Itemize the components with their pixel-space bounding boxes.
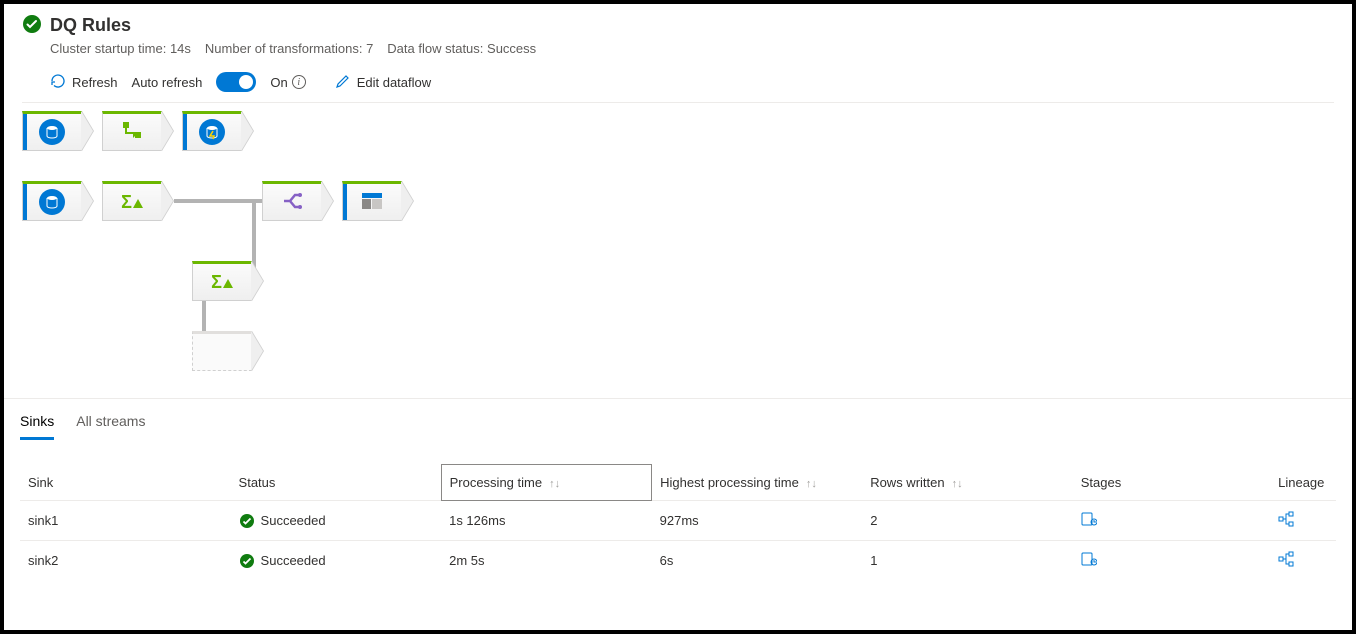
sinks-table: Sink Status Processing time ↑↓ Highest p…	[4, 440, 1352, 580]
table-row: sink1 Succeeded 1s 126ms 927ms 2	[20, 501, 1336, 541]
sigma-icon: Σ	[211, 272, 233, 293]
stages-icon[interactable]	[1081, 555, 1097, 570]
pencil-icon	[335, 73, 351, 92]
cell-ptime: 1s 126ms	[441, 501, 652, 541]
cell-htime: 6s	[652, 541, 863, 581]
auto-refresh-label: Auto refresh	[132, 75, 203, 90]
flow-node-aggregate[interactable]: Σ	[102, 181, 162, 221]
database-icon	[39, 189, 65, 215]
tabs: Sinks All streams	[4, 398, 1352, 440]
flow-node-aggregate[interactable]: Σ	[192, 261, 252, 301]
node-left-bar	[23, 184, 27, 220]
cell-status: Succeeded	[231, 501, 442, 541]
cell-stages[interactable]	[1073, 501, 1270, 541]
refresh-label: Refresh	[72, 75, 118, 90]
col-lineage[interactable]: Lineage	[1270, 465, 1336, 501]
info-icon[interactable]: i	[292, 75, 306, 89]
success-icon	[22, 14, 42, 37]
flow-node-source[interactable]	[22, 111, 82, 151]
edit-dataflow-button[interactable]: Edit dataflow	[335, 73, 431, 92]
sigma-icon: Σ	[121, 192, 143, 213]
node-left-bar	[183, 114, 187, 150]
flow-node-source[interactable]	[22, 181, 82, 221]
auto-refresh-toggle[interactable]	[216, 72, 256, 92]
flow-canvas[interactable]: Σ Σ	[4, 103, 1352, 398]
toolbar: Refresh Auto refresh On i Edit dataflow	[22, 66, 1334, 103]
branch-icon	[121, 120, 143, 145]
cell-htime: 927ms	[652, 501, 863, 541]
cell-rows: 1	[862, 541, 1073, 581]
lineage-icon[interactable]	[1278, 515, 1294, 530]
meta-status-value: Success	[487, 41, 536, 56]
meta-transforms-label: Number of transformations:	[205, 41, 363, 56]
lineage-icon[interactable]	[1278, 555, 1294, 570]
tab-sinks[interactable]: Sinks	[20, 407, 54, 440]
success-icon	[239, 513, 255, 529]
tab-all-streams[interactable]: All streams	[76, 407, 145, 440]
table-icon	[362, 193, 382, 212]
edit-dataflow-label: Edit dataflow	[357, 75, 431, 90]
cell-lineage[interactable]	[1270, 501, 1336, 541]
refresh-button[interactable]: Refresh	[50, 73, 118, 92]
flow-node-sink-table[interactable]	[342, 181, 402, 221]
header: DQ Rules Cluster startup time: 14s Numbe…	[4, 4, 1352, 103]
sort-icon: ↑↓	[949, 478, 963, 490]
table-row: sink2 Succeeded 2m 5s 6s 1	[20, 541, 1336, 581]
node-left-bar	[23, 114, 27, 150]
cell-sink: sink2	[20, 541, 231, 581]
cell-rows: 2	[862, 501, 1073, 541]
sink-icon	[199, 119, 225, 145]
sort-icon: ↑↓	[546, 478, 560, 490]
flow-node-sink[interactable]	[182, 111, 242, 151]
split-icon	[281, 190, 303, 215]
sort-icon: ↑↓	[803, 478, 817, 490]
page-title: DQ Rules	[50, 15, 131, 36]
meta-startup-value: 14s	[170, 41, 191, 56]
stages-icon[interactable]	[1081, 515, 1097, 530]
col-highest-time[interactable]: Highest processing time ↑↓	[652, 465, 863, 501]
col-sink[interactable]: Sink	[20, 465, 231, 501]
col-rows-written[interactable]: Rows written ↑↓	[862, 465, 1073, 501]
col-processing-time[interactable]: Processing time ↑↓	[441, 465, 652, 501]
cell-sink: sink1	[20, 501, 231, 541]
database-icon	[39, 119, 65, 145]
cell-status: Succeeded	[231, 541, 442, 581]
toggle-knob	[239, 75, 253, 89]
success-icon	[239, 553, 255, 569]
col-stages[interactable]: Stages	[1073, 465, 1270, 501]
meta-transforms-value: 7	[366, 41, 373, 56]
meta-row: Cluster startup time: 14s Number of tran…	[50, 41, 1334, 56]
connector	[174, 199, 262, 203]
col-status[interactable]: Status	[231, 465, 442, 501]
refresh-icon	[50, 73, 66, 92]
flow-node-placeholder[interactable]	[192, 331, 252, 371]
toggle-on-label: On	[270, 75, 287, 90]
flow-node-branch[interactable]	[102, 111, 162, 151]
flow-node-split[interactable]	[262, 181, 322, 221]
cell-stages[interactable]	[1073, 541, 1270, 581]
meta-status-label: Data flow status:	[387, 41, 483, 56]
cell-ptime: 2m 5s	[441, 541, 652, 581]
node-left-bar	[343, 184, 347, 220]
cell-lineage[interactable]	[1270, 541, 1336, 581]
meta-startup-label: Cluster startup time:	[50, 41, 166, 56]
